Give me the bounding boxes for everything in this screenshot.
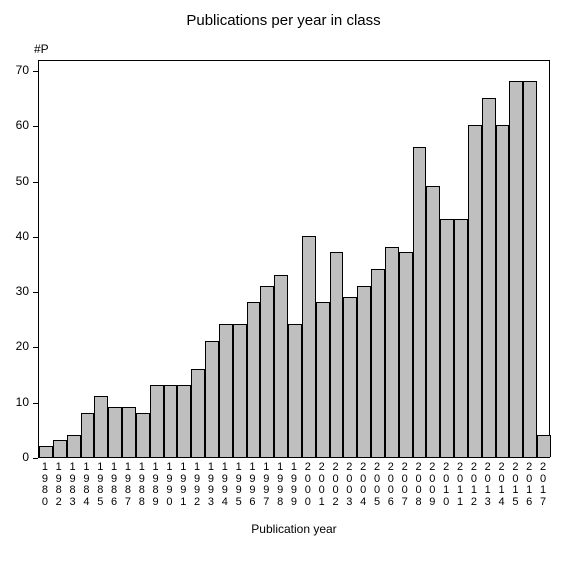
xtick-label: 1 9 8 2 bbox=[52, 462, 66, 508]
xtick-label: 1 9 9 3 bbox=[204, 462, 218, 508]
xtick-label: 1 9 8 3 bbox=[66, 462, 80, 508]
bar bbox=[122, 407, 136, 457]
bar bbox=[468, 125, 482, 457]
bar bbox=[219, 324, 233, 457]
bar bbox=[316, 302, 330, 457]
xtick-label: 2 0 1 0 bbox=[439, 462, 453, 508]
xtick-label: 1 9 9 9 bbox=[287, 462, 301, 508]
xtick-label: 1 9 9 0 bbox=[163, 462, 177, 508]
ytick bbox=[33, 347, 38, 348]
xtick-label: 2 0 0 2 bbox=[329, 462, 343, 508]
bar bbox=[260, 286, 274, 457]
bar bbox=[330, 252, 344, 457]
bar bbox=[233, 324, 247, 457]
xtick-label: 1 9 8 5 bbox=[93, 462, 107, 508]
bar bbox=[53, 440, 67, 457]
xtick-label: 2 0 0 0 bbox=[301, 462, 315, 508]
bar bbox=[108, 407, 122, 457]
bar bbox=[413, 147, 427, 457]
bar bbox=[357, 286, 371, 457]
xtick-label: 1 9 9 6 bbox=[246, 462, 260, 508]
ytick-label: 30 bbox=[0, 284, 29, 298]
ytick-label: 0 bbox=[0, 450, 29, 464]
xtick-label: 1 9 8 8 bbox=[135, 462, 149, 508]
bar bbox=[537, 435, 551, 457]
chart-container: Publications per year in class #P Public… bbox=[0, 0, 567, 567]
x-axis-title: Publication year bbox=[38, 522, 550, 536]
y-axis-label: #P bbox=[34, 42, 49, 56]
xtick-label: 2 0 0 4 bbox=[356, 462, 370, 508]
plot-area bbox=[38, 60, 550, 458]
bar bbox=[399, 252, 413, 457]
xtick-label: 1 9 8 0 bbox=[38, 462, 52, 508]
bar bbox=[496, 125, 510, 457]
bar bbox=[81, 413, 95, 457]
bar bbox=[39, 446, 53, 457]
xtick-label: 1 9 9 5 bbox=[232, 462, 246, 508]
bar bbox=[454, 219, 468, 457]
xtick-label: 2 0 0 8 bbox=[412, 462, 426, 508]
xtick-label: 1 9 8 9 bbox=[149, 462, 163, 508]
xtick-label: 2 0 0 3 bbox=[342, 462, 356, 508]
bar bbox=[302, 236, 316, 457]
bar bbox=[274, 275, 288, 457]
xtick-label: 2 0 0 6 bbox=[384, 462, 398, 508]
bar bbox=[371, 269, 385, 457]
xtick-label: 2 0 1 7 bbox=[536, 462, 550, 508]
ytick bbox=[33, 126, 38, 127]
bar bbox=[164, 385, 178, 457]
bar bbox=[385, 247, 399, 457]
xtick-label: 1 9 9 4 bbox=[218, 462, 232, 508]
xtick-label: 2 0 1 6 bbox=[522, 462, 536, 508]
xtick-label: 2 0 0 1 bbox=[315, 462, 329, 508]
xtick-label: 1 9 9 2 bbox=[190, 462, 204, 508]
bar bbox=[177, 385, 191, 457]
xtick-label: 2 0 0 9 bbox=[425, 462, 439, 508]
xtick-label: 2 0 0 7 bbox=[398, 462, 412, 508]
xtick-label: 2 0 1 1 bbox=[453, 462, 467, 508]
bar bbox=[136, 413, 150, 457]
xtick-label: 1 9 9 7 bbox=[259, 462, 273, 508]
ytick bbox=[33, 292, 38, 293]
bar bbox=[440, 219, 454, 457]
chart-title: Publications per year in class bbox=[0, 0, 567, 29]
xtick-label: 1 9 8 6 bbox=[107, 462, 121, 508]
bar bbox=[288, 324, 302, 457]
xtick-label: 1 9 9 8 bbox=[273, 462, 287, 508]
bar bbox=[94, 396, 108, 457]
bar bbox=[343, 297, 357, 457]
bar bbox=[67, 435, 81, 457]
xtick-label: 2 0 1 5 bbox=[508, 462, 522, 508]
ytick-label: 50 bbox=[0, 174, 29, 188]
bar bbox=[523, 81, 537, 457]
xtick-label: 2 0 1 2 bbox=[467, 462, 481, 508]
xtick-label: 2 0 1 3 bbox=[481, 462, 495, 508]
ytick bbox=[33, 237, 38, 238]
ytick bbox=[33, 403, 38, 404]
bar bbox=[509, 81, 523, 457]
bar bbox=[205, 341, 219, 457]
xtick-label: 2 0 1 4 bbox=[495, 462, 509, 508]
ytick bbox=[33, 182, 38, 183]
ytick bbox=[33, 458, 38, 459]
ytick-label: 20 bbox=[0, 339, 29, 353]
ytick-label: 60 bbox=[0, 118, 29, 132]
bar bbox=[150, 385, 164, 457]
ytick-label: 10 bbox=[0, 395, 29, 409]
xtick-label: 1 9 8 4 bbox=[80, 462, 94, 508]
ytick bbox=[33, 71, 38, 72]
xtick-label: 2 0 0 5 bbox=[370, 462, 384, 508]
bar bbox=[247, 302, 261, 457]
bar bbox=[426, 186, 440, 457]
ytick-label: 40 bbox=[0, 229, 29, 243]
xtick-label: 1 9 9 1 bbox=[176, 462, 190, 508]
ytick-label: 70 bbox=[0, 63, 29, 77]
bar bbox=[482, 98, 496, 457]
bar bbox=[191, 369, 205, 457]
xtick-label: 1 9 8 7 bbox=[121, 462, 135, 508]
